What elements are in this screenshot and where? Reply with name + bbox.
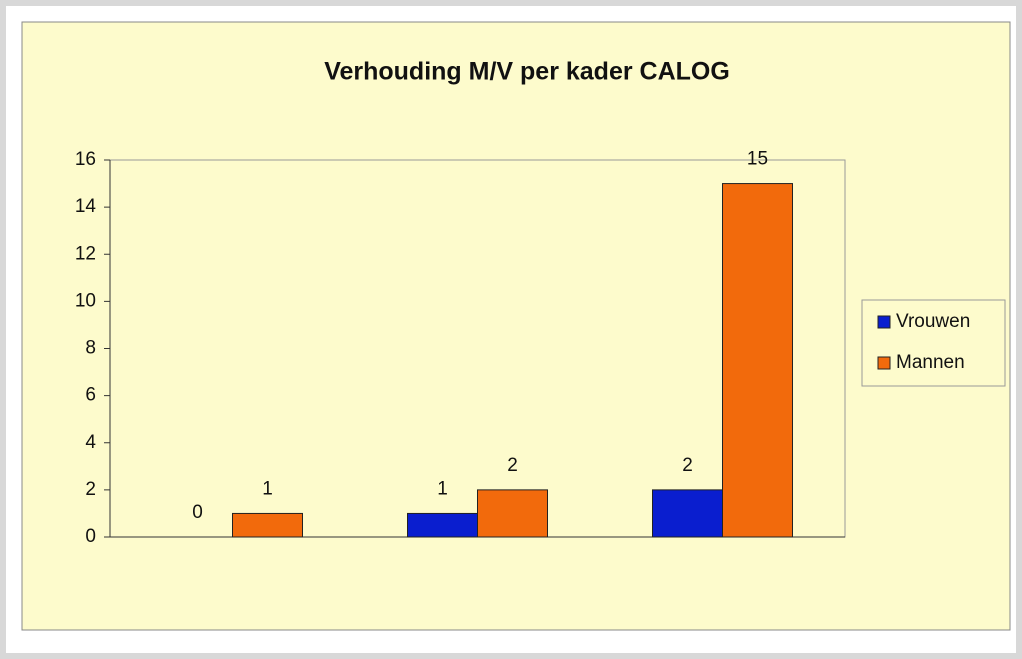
y-tick-label: 6 [85, 385, 96, 406]
data-label: 2 [507, 455, 518, 476]
y-tick-label: 2 [85, 479, 96, 500]
legend-label: Vrouwen [896, 311, 970, 332]
data-label: 2 [682, 455, 693, 476]
bar [232, 512, 303, 538]
legend-label: Mannen [896, 352, 965, 373]
legend-swatch [877, 356, 891, 370]
legend-swatch [877, 315, 891, 329]
bar [407, 512, 478, 538]
data-label: 15 [747, 149, 768, 170]
y-tick-label: 12 [75, 243, 96, 264]
y-tick-label: 14 [75, 196, 97, 217]
data-label: 1 [262, 478, 273, 499]
legend [861, 299, 1006, 387]
y-tick-label: 16 [75, 149, 96, 170]
y-tick-label: 8 [85, 338, 96, 359]
y-tick-label: 10 [75, 290, 96, 311]
bar [652, 489, 723, 538]
data-label: 1 [437, 478, 448, 499]
y-tick-label: 0 [85, 526, 96, 547]
y-tick-label: 4 [85, 432, 96, 453]
bar [477, 489, 548, 538]
data-label: 0 [192, 502, 203, 523]
bar [722, 183, 793, 538]
chart-title: Verhouding M/V per kader CALOG [324, 58, 730, 86]
